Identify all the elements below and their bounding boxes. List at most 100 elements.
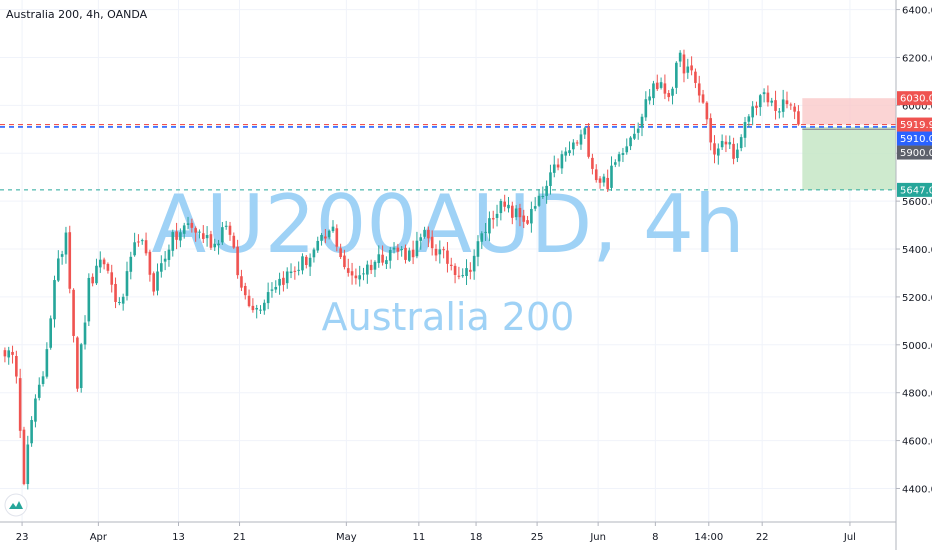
- candle[interactable]: [362, 267, 365, 281]
- position-zones[interactable]: [802, 98, 896, 190]
- candle[interactable]: [636, 122, 640, 140]
- candle[interactable]: [243, 282, 247, 300]
- candle[interactable]: [83, 315, 87, 350]
- candle[interactable]: [282, 271, 285, 292]
- candle[interactable]: [377, 245, 381, 268]
- candle[interactable]: [198, 229, 201, 239]
- candle[interactable]: [41, 371, 45, 387]
- candle[interactable]: [530, 201, 533, 233]
- candle[interactable]: [720, 134, 724, 150]
- candle[interactable]: [648, 89, 651, 105]
- candle[interactable]: [434, 244, 438, 262]
- candle[interactable]: [625, 138, 629, 155]
- candle[interactable]: [404, 244, 407, 264]
- candle[interactable]: [655, 74, 659, 91]
- horizontal-levels[interactable]: [0, 123, 896, 191]
- candle[interactable]: [339, 243, 342, 259]
- candle[interactable]: [297, 261, 300, 276]
- candle[interactable]: [182, 222, 186, 239]
- candle[interactable]: [594, 164, 598, 183]
- candle[interactable]: [446, 242, 449, 273]
- candle[interactable]: [407, 247, 411, 262]
- candle[interactable]: [751, 101, 754, 126]
- candle[interactable]: [140, 238, 144, 245]
- candle[interactable]: [148, 249, 152, 282]
- candle[interactable]: [293, 266, 297, 280]
- candle[interactable]: [400, 246, 403, 257]
- candle[interactable]: [427, 226, 430, 248]
- candle[interactable]: [304, 255, 308, 269]
- candle[interactable]: [221, 221, 224, 245]
- candle[interactable]: [736, 143, 739, 163]
- candle[interactable]: [114, 277, 117, 309]
- candle[interactable]: [591, 153, 594, 175]
- candle[interactable]: [423, 226, 426, 239]
- candle[interactable]: [53, 275, 56, 328]
- candle[interactable]: [194, 226, 197, 242]
- candle[interactable]: [259, 305, 262, 315]
- candle[interactable]: [644, 91, 648, 121]
- candle[interactable]: [247, 289, 251, 308]
- candle[interactable]: [163, 251, 167, 271]
- candle[interactable]: [270, 282, 274, 298]
- candle[interactable]: [510, 201, 514, 225]
- candle[interactable]: [251, 298, 255, 313]
- candle[interactable]: [106, 262, 110, 274]
- candle[interactable]: [343, 249, 346, 270]
- candle[interactable]: [495, 204, 499, 227]
- candle[interactable]: [324, 229, 327, 244]
- candle[interactable]: [568, 141, 571, 156]
- stop-loss-zone[interactable]: [802, 98, 896, 125]
- candle[interactable]: [690, 56, 693, 76]
- candle[interactable]: [610, 156, 613, 191]
- candle[interactable]: [549, 164, 552, 195]
- candle[interactable]: [758, 93, 762, 116]
- candle[interactable]: [95, 258, 98, 285]
- candle[interactable]: [87, 273, 91, 326]
- candle[interactable]: [606, 169, 609, 192]
- candle[interactable]: [686, 58, 690, 79]
- candle[interactable]: [358, 265, 362, 287]
- candle[interactable]: [453, 263, 457, 284]
- candle[interactable]: [598, 176, 602, 189]
- candle[interactable]: [762, 88, 766, 103]
- candle[interactable]: [728, 135, 732, 150]
- candle[interactable]: [316, 236, 320, 253]
- candle[interactable]: [388, 247, 392, 269]
- candle[interactable]: [76, 336, 79, 392]
- candle[interactable]: [717, 143, 720, 165]
- candle[interactable]: [60, 250, 64, 265]
- candle[interactable]: [369, 259, 373, 274]
- take-profit-zone[interactable]: [802, 126, 896, 190]
- candle[interactable]: [430, 230, 434, 256]
- candle[interactable]: [465, 259, 468, 285]
- candles[interactable]: [3, 49, 800, 490]
- candle[interactable]: [785, 91, 789, 109]
- candle[interactable]: [18, 368, 22, 439]
- candle[interactable]: [79, 342, 83, 393]
- candle[interactable]: [350, 262, 354, 285]
- candle[interactable]: [263, 299, 266, 315]
- candle[interactable]: [766, 85, 770, 107]
- candle[interactable]: [709, 113, 712, 151]
- candle[interactable]: [781, 89, 785, 118]
- candle[interactable]: [797, 105, 800, 126]
- candle[interactable]: [274, 280, 278, 293]
- candle[interactable]: [133, 232, 136, 257]
- candle[interactable]: [739, 134, 743, 152]
- candle[interactable]: [514, 205, 518, 221]
- candle[interactable]: [232, 232, 236, 250]
- candle[interactable]: [663, 74, 667, 100]
- candle[interactable]: [713, 135, 716, 164]
- candle[interactable]: [671, 86, 674, 105]
- candle[interactable]: [34, 394, 37, 428]
- candle[interactable]: [755, 101, 758, 116]
- candle[interactable]: [778, 107, 781, 119]
- candle[interactable]: [491, 210, 495, 229]
- candle[interactable]: [659, 77, 663, 90]
- candle[interactable]: [289, 263, 293, 279]
- candle[interactable]: [476, 235, 480, 267]
